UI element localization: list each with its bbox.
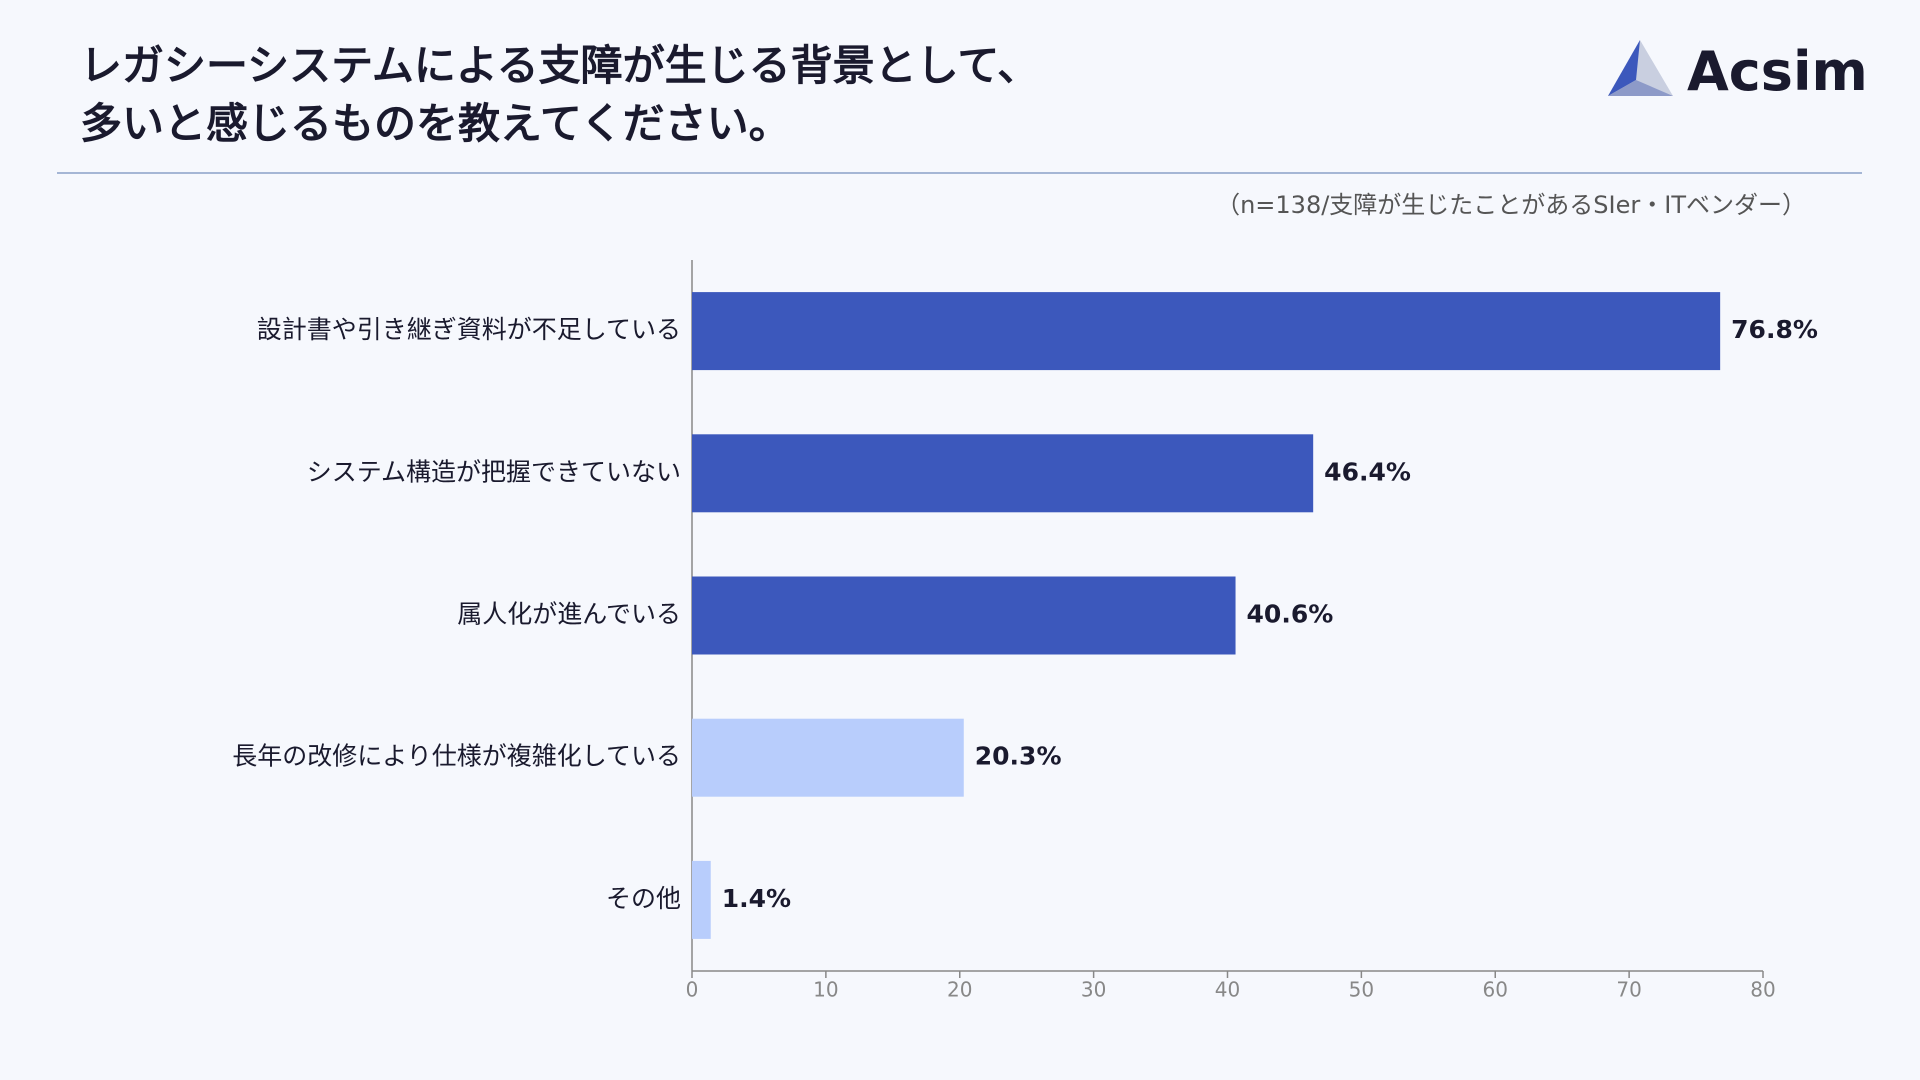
title-line: レガシーシステムによる支障が生じる背景として、 (80, 41, 1039, 90)
x-tick-label: 60 (1483, 978, 1508, 1002)
x-tick-label: 20 (947, 978, 972, 1002)
bar (692, 860, 711, 939)
value-label: 1.4% (722, 884, 791, 913)
x-tick-label: 80 (1750, 978, 1775, 1002)
x-tick-label: 70 (1616, 978, 1641, 1002)
value-label: 40.6% (1247, 600, 1334, 629)
logo: Acsim (1608, 40, 1868, 103)
x-tick-label: 0 (686, 978, 699, 1002)
logo-icon (1608, 80, 1673, 96)
x-tick-label: 30 (1081, 978, 1106, 1002)
x-tick-label: 40 (1215, 978, 1240, 1002)
logo-text: Acsim (1687, 40, 1868, 103)
category-label: 設計書や引き継ぎ資料が不足している (257, 315, 681, 344)
value-label: 46.4% (1324, 457, 1411, 486)
title-line: 多いと感じるものを教えてください。 (80, 99, 791, 148)
x-tick-label: 50 (1349, 978, 1374, 1002)
category-label: システム構造が把握できていない (307, 457, 681, 486)
category-label: 属人化が進んでいる (457, 600, 681, 629)
bar (692, 292, 1721, 371)
bar (692, 434, 1314, 513)
sample-note: （n=138/支障が生じたことがあるSIer・ITベンダー） (1216, 191, 1806, 219)
value-label: 20.3% (975, 742, 1062, 771)
bar (692, 576, 1236, 655)
x-tick-label: 10 (813, 978, 838, 1002)
logo-icon (1608, 40, 1640, 96)
category-label: その他 (606, 884, 681, 913)
bar (692, 718, 964, 797)
value-label: 76.8% (1731, 315, 1818, 344)
category-label: 長年の改修により仕様が複雑化している (232, 742, 681, 771)
